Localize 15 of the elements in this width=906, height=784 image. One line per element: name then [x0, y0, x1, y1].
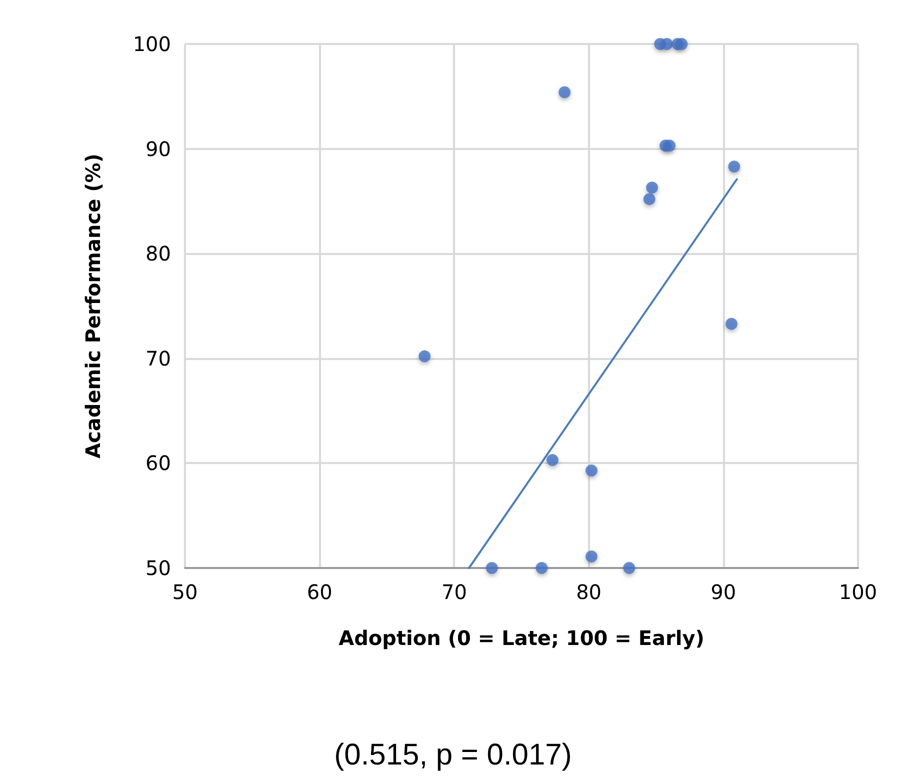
x-tick-label: 100 [838, 580, 878, 604]
x-tick-label: 70 [441, 580, 467, 604]
y-tick-label: 90 [146, 136, 171, 161]
text: (0.515, p = 0.017) [334, 738, 572, 772]
x-tick-label: 90 [710, 580, 736, 604]
y-tick-label: 60 [146, 451, 171, 476]
x-tick-label: 60 [306, 580, 332, 604]
x-tick-label: 80 [576, 580, 602, 604]
x-axis-title: Adoption (0 = Late; 100 = Early) [338, 626, 704, 650]
y-tick-label: 70 [146, 346, 171, 370]
y-tick-label: 50 [146, 556, 171, 580]
y-tick-label: 80 [146, 242, 171, 266]
y-tick-label: 100 [132, 32, 171, 56]
x-tick-label: 50 [172, 580, 198, 604]
y-axis-title: Academic Performance (%) [81, 154, 105, 458]
